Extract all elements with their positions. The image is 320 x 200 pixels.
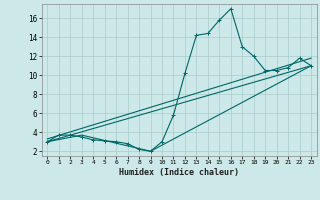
X-axis label: Humidex (Indice chaleur): Humidex (Indice chaleur) (119, 168, 239, 177)
